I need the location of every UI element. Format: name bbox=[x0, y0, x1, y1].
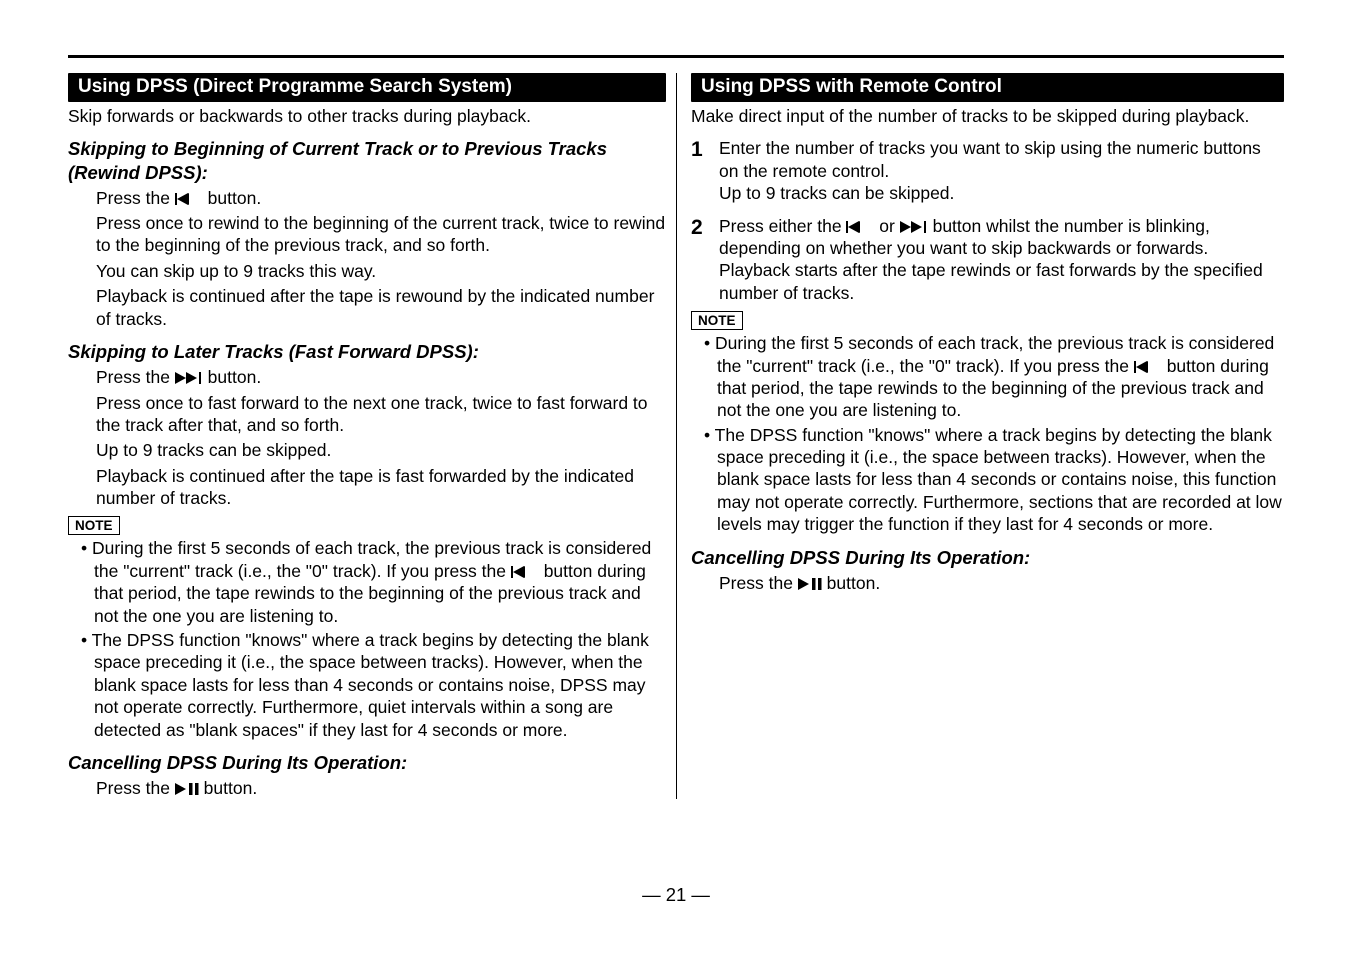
page-number: — 21 — bbox=[0, 884, 1352, 906]
right-note-2: • The DPSS function "knows" where a trac… bbox=[691, 424, 1284, 536]
text-part: button. bbox=[199, 778, 257, 798]
text-part: Press the bbox=[96, 367, 175, 387]
skip-back-icon bbox=[175, 192, 203, 206]
step-number: 2 bbox=[691, 215, 703, 242]
text-part: button. bbox=[822, 573, 880, 593]
left-sub2-title: Skipping to Later Tracks (Fast Forward D… bbox=[68, 340, 666, 363]
text-part: button. bbox=[203, 188, 261, 208]
left-sub2-line2: Press once to fast forward to the next o… bbox=[68, 392, 666, 437]
right-step-1: 1 Enter the number of tracks you want to… bbox=[691, 137, 1284, 204]
left-note-1: • During the first 5 seconds of each tra… bbox=[68, 537, 666, 627]
left-section-header: Using DPSS (Direct Programme Search Syst… bbox=[68, 73, 666, 102]
skip-back-icon bbox=[1134, 360, 1162, 374]
text-part: Press the bbox=[96, 778, 175, 798]
left-sub1-line1: Press the button. bbox=[68, 187, 666, 209]
text-part: or bbox=[874, 216, 899, 236]
left-sub2-line1: Press the button. bbox=[68, 366, 666, 388]
play-pause-icon bbox=[175, 782, 199, 796]
left-sub1-line4: Playback is continued after the tape is … bbox=[68, 285, 666, 330]
text-part: Press either the bbox=[719, 216, 846, 236]
step-2-line1: Press either the or button whilst the nu… bbox=[719, 215, 1284, 260]
skip-back-icon bbox=[846, 220, 874, 234]
text-part: button. bbox=[203, 367, 261, 387]
skip-back-icon bbox=[511, 565, 539, 579]
step-2-line2: Playback starts after the tape rewinds o… bbox=[719, 259, 1284, 304]
skip-fwd-icon bbox=[900, 220, 928, 234]
top-rule bbox=[68, 55, 1284, 73]
right-note-label: NOTE bbox=[691, 311, 743, 330]
step-1-line2: Up to 9 tracks can be skipped. bbox=[719, 182, 1284, 204]
step-1-line1: Enter the number of tracks you want to s… bbox=[719, 137, 1284, 182]
skip-fwd-icon bbox=[175, 371, 203, 385]
left-note-2: • The DPSS function "knows" where a trac… bbox=[68, 629, 666, 741]
left-note-label: NOTE bbox=[68, 516, 120, 535]
left-cancel-line: Press the button. bbox=[68, 777, 666, 799]
right-step-2: 2 Press either the or button whilst the … bbox=[691, 215, 1284, 305]
left-sub1-line2: Press once to rewind to the beginning of… bbox=[68, 212, 666, 257]
right-cancel-line: Press the button. bbox=[691, 572, 1284, 594]
left-cancel-title: Cancelling DPSS During Its Operation: bbox=[68, 751, 666, 774]
right-note-1: • During the first 5 seconds of each tra… bbox=[691, 332, 1284, 422]
left-intro: Skip forwards or backwards to other trac… bbox=[68, 105, 666, 127]
left-sub2-line3: Up to 9 tracks can be skipped. bbox=[68, 439, 666, 461]
play-pause-icon bbox=[798, 577, 822, 591]
text-part: Press the bbox=[719, 573, 798, 593]
left-sub1-line3: You can skip up to 9 tracks this way. bbox=[68, 260, 666, 282]
right-intro: Make direct input of the number of track… bbox=[691, 105, 1284, 127]
left-sub1-title: Skipping to Beginning of Current Track o… bbox=[68, 137, 666, 183]
right-section-header: Using DPSS with Remote Control bbox=[691, 73, 1284, 102]
left-sub2-line4: Playback is continued after the tape is … bbox=[68, 465, 666, 510]
right-cancel-title: Cancelling DPSS During Its Operation: bbox=[691, 546, 1284, 569]
text-part: Press the bbox=[96, 188, 175, 208]
step-number: 1 bbox=[691, 137, 703, 164]
